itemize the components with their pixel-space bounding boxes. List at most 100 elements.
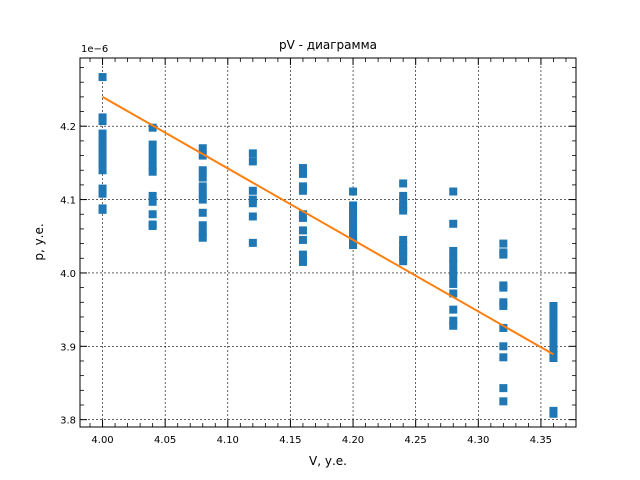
data-point [148, 123, 157, 132]
data-point [449, 246, 458, 255]
x-tick-label: 4.35 [530, 435, 552, 446]
data-point [148, 162, 157, 171]
y-axis-label: p, у.е. [32, 223, 46, 260]
data-point [298, 164, 307, 173]
data-point [499, 384, 508, 393]
data-point [298, 257, 307, 266]
y-tick-label: 3.8 [60, 416, 76, 427]
data-point [98, 158, 107, 167]
tick-labels: 4.00 4.05 4.10 4.15 4.20 4.25 4.30 4.35 3.8 3.9 4.… [60, 122, 552, 446]
data-point [549, 338, 558, 347]
data-point [98, 189, 107, 198]
data-point [449, 316, 458, 325]
x-tick-label: 4.15 [279, 435, 301, 446]
data-point [298, 186, 307, 195]
data-point [298, 226, 307, 235]
data-point [148, 197, 157, 206]
data-point [98, 184, 107, 193]
data-point [549, 314, 558, 323]
data-point [98, 129, 107, 138]
data-point [399, 206, 408, 215]
data-point [198, 228, 207, 237]
data-point [449, 219, 458, 228]
data-point [349, 201, 358, 210]
x-tick-label: 4.25 [405, 435, 427, 446]
data-point [449, 272, 458, 281]
data-point [98, 73, 107, 82]
y-tick-label: 4.0 [60, 269, 76, 280]
data-point [248, 238, 257, 247]
x-tick-label: 4.00 [91, 435, 113, 446]
data-point [499, 250, 508, 259]
fit-line [102, 96, 554, 356]
x-axis-label: V, у.е. [309, 454, 347, 468]
data-point [499, 342, 508, 351]
data-point [198, 182, 207, 191]
data-point [98, 136, 107, 145]
data-point [349, 213, 358, 222]
data-point [248, 212, 257, 221]
data-point [298, 250, 307, 259]
data-point [98, 117, 107, 126]
data-point [248, 157, 257, 166]
data-point [449, 267, 458, 276]
data-point [549, 409, 558, 418]
data-point [148, 191, 157, 200]
data-point [198, 195, 207, 204]
data-point [198, 166, 207, 175]
data-point [148, 147, 157, 156]
data-point [549, 307, 558, 316]
data-point [349, 206, 358, 215]
data-point [449, 254, 458, 263]
data-point [449, 279, 458, 288]
x-tick-label: 4.05 [154, 435, 176, 446]
data-point [399, 179, 408, 188]
data-point [148, 210, 157, 219]
data-point [449, 260, 458, 269]
axis-ticks [80, 58, 576, 427]
data-point [499, 301, 508, 310]
data-point [148, 221, 157, 230]
y-tick-label: 3.9 [60, 342, 76, 353]
data-point [499, 323, 508, 332]
data-point [349, 219, 358, 228]
data-point [248, 186, 257, 195]
data-point [198, 189, 207, 198]
data-point [148, 155, 157, 164]
data-point [298, 169, 307, 178]
x-tick-label: 4.10 [217, 435, 239, 446]
data-point [98, 144, 107, 153]
data-point [499, 397, 508, 406]
data-point [549, 323, 558, 332]
data-point [399, 252, 408, 261]
data-point [449, 187, 458, 196]
x-tick-label: 4.20 [342, 435, 364, 446]
data-point [449, 289, 458, 298]
data-point [349, 228, 358, 237]
x-tick-label: 4.30 [467, 435, 489, 446]
y-tick-label: 4.2 [60, 122, 76, 133]
data-point [349, 241, 358, 250]
data-point [549, 345, 558, 354]
data-point [198, 233, 207, 242]
data-point [198, 151, 207, 160]
data-point [349, 187, 358, 196]
data-point [248, 149, 257, 158]
data-point [399, 248, 408, 257]
y-tick-label: 4.1 [60, 196, 76, 207]
data-point [549, 354, 558, 363]
data-point [298, 213, 307, 222]
data-point [148, 140, 157, 149]
data-point [499, 353, 508, 362]
data-point [198, 221, 207, 230]
data-point [549, 318, 558, 327]
data-point [399, 257, 408, 266]
data-point [198, 173, 207, 182]
y-offset-label: 1e−6 [81, 44, 108, 55]
data-point [298, 235, 307, 244]
data-point [98, 166, 107, 175]
data-point [349, 223, 358, 232]
data-point [198, 208, 207, 217]
data-point [198, 144, 207, 153]
